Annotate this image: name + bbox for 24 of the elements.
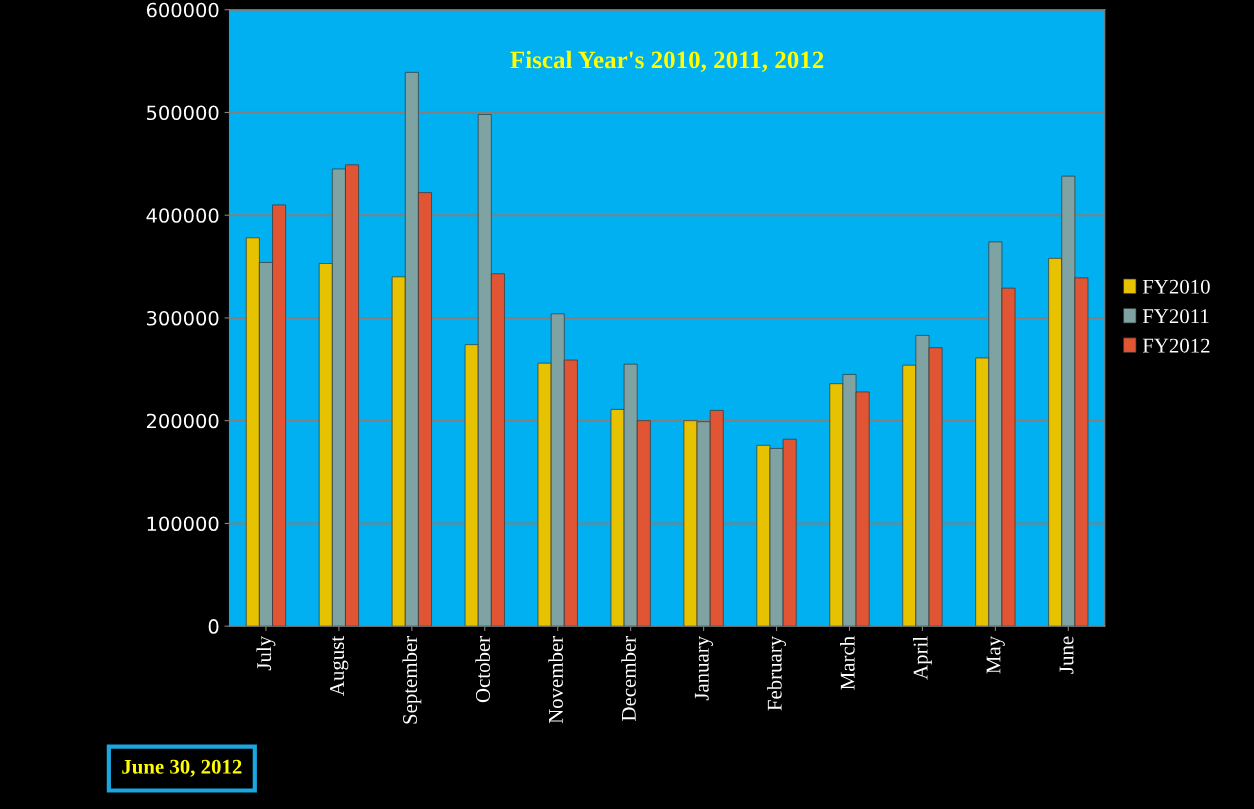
x-tick-label: March: [840, 636, 855, 690]
x-tick-label: December: [621, 636, 636, 721]
text: June 30, 2012: [122, 759, 242, 777]
x-tick-label: July: [256, 635, 276, 671]
y-tick-label: 400000: [146, 208, 219, 223]
y-tick-label: 600000: [146, 2, 219, 18]
legend-label: FY2012: [1142, 338, 1210, 353]
y-tick-label: 100000: [147, 516, 219, 532]
x-tick-label: August: [330, 636, 349, 696]
x-tick-label: October: [475, 636, 490, 703]
legend-label: FY2011: [1142, 309, 1209, 324]
y-tick-label: 0: [208, 619, 219, 634]
x-tick-label: February: [767, 635, 787, 711]
y-tick-label: 300000: [147, 310, 219, 326]
y-tick-label: 200000: [146, 413, 219, 429]
x-tick-label: September: [402, 636, 422, 724]
legend-label: FY2010: [1142, 279, 1210, 294]
x-tick-label: May: [986, 635, 1005, 674]
y-tick-label: 500000: [147, 105, 219, 121]
x-tick-label: April: [912, 636, 932, 680]
x-tick-label: June: [1059, 636, 1074, 674]
x-tick-label: January: [694, 635, 714, 701]
x-tick-label: November: [548, 636, 563, 724]
text: Fiscal Year's 2010, 2011, 2012: [510, 50, 824, 72]
